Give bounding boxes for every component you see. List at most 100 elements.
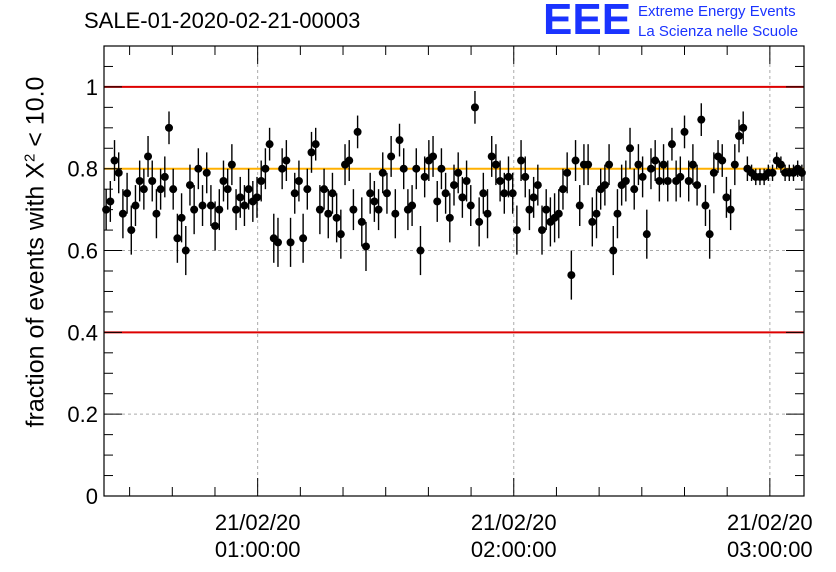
data-point	[554, 209, 563, 218]
data-point	[152, 209, 161, 218]
data-point	[718, 156, 727, 165]
data-point	[244, 185, 253, 194]
data-point	[571, 156, 580, 165]
data-point	[693, 181, 702, 190]
data-point	[504, 172, 513, 181]
data-point	[370, 197, 379, 206]
data-point	[416, 246, 425, 255]
logo-line-1: Extreme Energy Events	[638, 3, 796, 20]
data-point	[412, 164, 421, 173]
x-tick-label-time: 01:00:00	[215, 537, 301, 562]
data-point	[722, 193, 731, 202]
data-point	[734, 132, 743, 140]
data-point	[253, 193, 262, 202]
data-point	[261, 164, 270, 173]
data-point	[638, 172, 647, 181]
data-point	[160, 172, 169, 181]
data-point	[529, 193, 538, 202]
data-point	[429, 152, 438, 161]
data-point	[797, 168, 806, 177]
data-point	[219, 177, 228, 185]
data-point	[575, 201, 584, 210]
data-point	[517, 156, 526, 165]
data-point	[542, 205, 551, 214]
data-point	[659, 160, 668, 169]
data-point	[688, 160, 697, 169]
y-tick-label: 0.6	[67, 239, 98, 264]
data-point	[684, 177, 693, 185]
y-tick-label: 0	[86, 484, 98, 509]
data-point	[311, 140, 320, 149]
y-tick-label: 0.4	[67, 320, 98, 345]
data-point	[613, 209, 622, 218]
data-point	[445, 213, 454, 222]
data-point	[328, 189, 337, 198]
data-point	[567, 271, 576, 280]
data-point	[135, 177, 144, 185]
data-point	[194, 164, 203, 173]
x-tick-labels: 21/02/2001:00:0021/02/2002:00:0021/02/20…	[215, 510, 813, 562]
data-point	[667, 140, 676, 149]
data-point	[391, 209, 400, 218]
y-tick-label: 0.8	[67, 157, 98, 182]
data-point	[110, 156, 119, 165]
data-point	[202, 168, 211, 177]
data-point	[454, 168, 463, 177]
data-point	[320, 185, 329, 194]
data-point	[190, 205, 199, 214]
data-point	[332, 213, 341, 222]
data-point	[282, 156, 291, 165]
data-point	[131, 201, 140, 210]
data-point	[169, 185, 178, 194]
data-point	[558, 185, 567, 194]
data-point	[286, 238, 295, 247]
x-tick-label-date: 21/02/20	[471, 510, 557, 535]
data-point	[462, 177, 471, 185]
data-point	[144, 152, 153, 161]
data-point	[592, 209, 601, 218]
data-point	[357, 217, 366, 226]
data-point	[475, 217, 484, 226]
plot-frame	[103, 45, 805, 497]
data-point	[345, 156, 354, 165]
data-point	[118, 209, 127, 218]
data-point	[646, 164, 655, 173]
data-point	[361, 242, 370, 251]
y-tick-label: 1	[86, 75, 98, 100]
data-point	[181, 246, 190, 255]
data-point	[605, 160, 614, 169]
data-point	[223, 185, 232, 194]
data-point	[680, 127, 689, 136]
data-point	[621, 177, 630, 185]
data-point	[588, 217, 597, 226]
data-point	[450, 181, 458, 190]
data-point	[303, 185, 312, 194]
data-point	[299, 234, 308, 243]
data-point	[676, 172, 685, 181]
data-point	[600, 181, 609, 190]
data-point	[420, 172, 429, 181]
data-point	[458, 193, 467, 202]
data-point	[701, 201, 710, 210]
data-point	[483, 209, 492, 218]
data-point	[739, 123, 748, 132]
data-point	[437, 164, 446, 173]
data-point	[508, 189, 517, 198]
data-point	[273, 238, 282, 247]
data-point	[315, 205, 324, 214]
data-point	[730, 160, 739, 169]
y-axis-label: fraction of events with X2 < 10.0	[21, 77, 50, 428]
data-point	[265, 140, 274, 149]
data-point	[697, 115, 706, 124]
data-point	[165, 123, 174, 132]
data-point	[127, 226, 136, 235]
data-point	[106, 197, 115, 206]
x-tick-label-date: 21/02/20	[727, 510, 813, 535]
data-points	[102, 91, 806, 300]
data-point	[387, 152, 396, 161]
data-point	[232, 205, 241, 214]
reference-lines	[104, 85, 804, 334]
eee-logo: EEE Extreme Energy Events La Scienza nel…	[543, 0, 836, 44]
data-point	[500, 189, 509, 198]
